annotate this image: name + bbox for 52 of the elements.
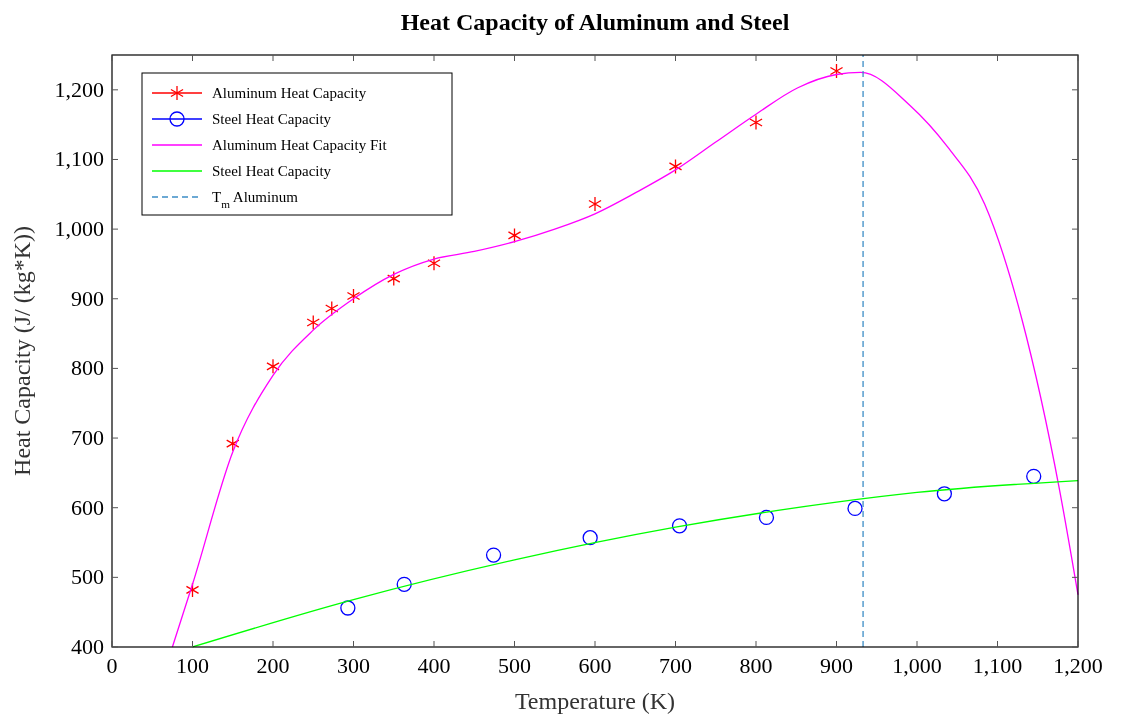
legend-label: Steel Heat Capacity (212, 111, 332, 127)
x-tick-label: 400 (417, 653, 451, 678)
chart-title: Heat Capacity of Aluminum and Steel (400, 9, 790, 35)
x-tick-label: 100 (176, 653, 209, 678)
legend-label: Aluminum Heat Capacity Fit (212, 137, 388, 153)
legend-label: Aluminum Heat Capacity (212, 85, 367, 101)
point (749, 114, 763, 131)
point (346, 288, 361, 304)
x-tick-label: 800 (739, 653, 773, 678)
x-tick-label: 300 (337, 653, 370, 678)
y-tick-label: 1,100 (54, 146, 104, 172)
y-tick-label: 800 (71, 355, 104, 381)
y-tick-label: 500 (71, 564, 104, 590)
point (387, 270, 401, 287)
x-tick-label: 0 (106, 653, 118, 678)
point (588, 196, 602, 212)
x-tick-label: 200 (256, 653, 290, 678)
point (758, 509, 775, 526)
line-series (171, 71, 1079, 648)
point (340, 600, 356, 616)
point (671, 518, 688, 534)
x-tick-label: 1,000 (892, 653, 942, 678)
point (582, 530, 598, 546)
x-tick-label: 1,200 (1053, 653, 1103, 678)
y-axis-title: Heat Capacity (J/ (kg*K)) (9, 226, 35, 476)
legend-label: T$_{m}$ Aluminum (212, 189, 299, 210)
legend-label: Steel Heat Capacity (212, 163, 332, 179)
point (668, 158, 683, 175)
point (1026, 468, 1042, 485)
x-tick-label: 900 (820, 653, 853, 678)
x-tick-label: 500 (498, 653, 531, 678)
point (226, 435, 240, 452)
y-tick-label: 1,000 (54, 216, 104, 242)
point (847, 500, 863, 517)
point (266, 358, 280, 374)
y-tick-label: 1,200 (54, 76, 104, 102)
y-tick-label: 400 (71, 634, 104, 659)
y-tick-label: 600 (71, 494, 104, 520)
x-axis-title: Temperature (K) (514, 688, 676, 714)
y-tick-label: 700 (71, 425, 104, 451)
point (396, 576, 412, 592)
y-tick-label: 900 (71, 285, 104, 311)
x-tick-label: 700 (659, 653, 692, 678)
point (829, 63, 844, 79)
point (325, 300, 339, 317)
x-tick-label: 1,100 (972, 653, 1023, 678)
x-tick-label: 600 (578, 653, 612, 678)
point (427, 255, 441, 271)
point (485, 547, 502, 563)
point (507, 227, 522, 244)
point (306, 314, 320, 331)
point (936, 486, 953, 502)
